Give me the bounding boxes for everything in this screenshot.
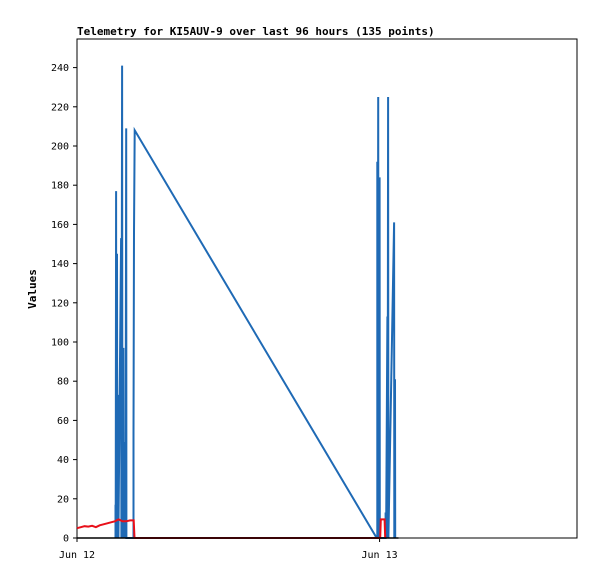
series-group xyxy=(76,65,399,539)
chart-title: Telemetry for KI5AUV-9 over last 96 hour… xyxy=(77,25,435,38)
x-axis: Jun 12 Jun 13 xyxy=(59,538,398,561)
x-tick-label: Jun 13 xyxy=(362,550,398,561)
y-tick-label: 240 xyxy=(51,63,69,74)
series-line-blue xyxy=(114,65,397,539)
y-tick-label: 0 xyxy=(63,534,69,545)
y-axis-label: Values xyxy=(26,269,39,309)
y-tick-label: 20 xyxy=(57,494,69,505)
y-tick-label: 60 xyxy=(57,416,69,427)
x-tick-label: Jun 12 xyxy=(59,550,95,561)
y-tick-label: 160 xyxy=(51,220,69,231)
plot-frame xyxy=(76,38,578,539)
y-tick-label: 120 xyxy=(51,298,69,309)
y-tick-label: 180 xyxy=(51,181,69,192)
y-tick-label: 40 xyxy=(57,455,69,466)
y-tick-label: 200 xyxy=(51,142,69,153)
y-tick-label: 220 xyxy=(51,102,69,113)
y-tick-label: 140 xyxy=(51,259,69,270)
y-axis: 0 20 40 60 80 100 120 140 160 180 200 220 240 xyxy=(51,63,77,545)
y-tick-label: 80 xyxy=(57,377,69,388)
y-tick-label: 100 xyxy=(51,338,69,349)
